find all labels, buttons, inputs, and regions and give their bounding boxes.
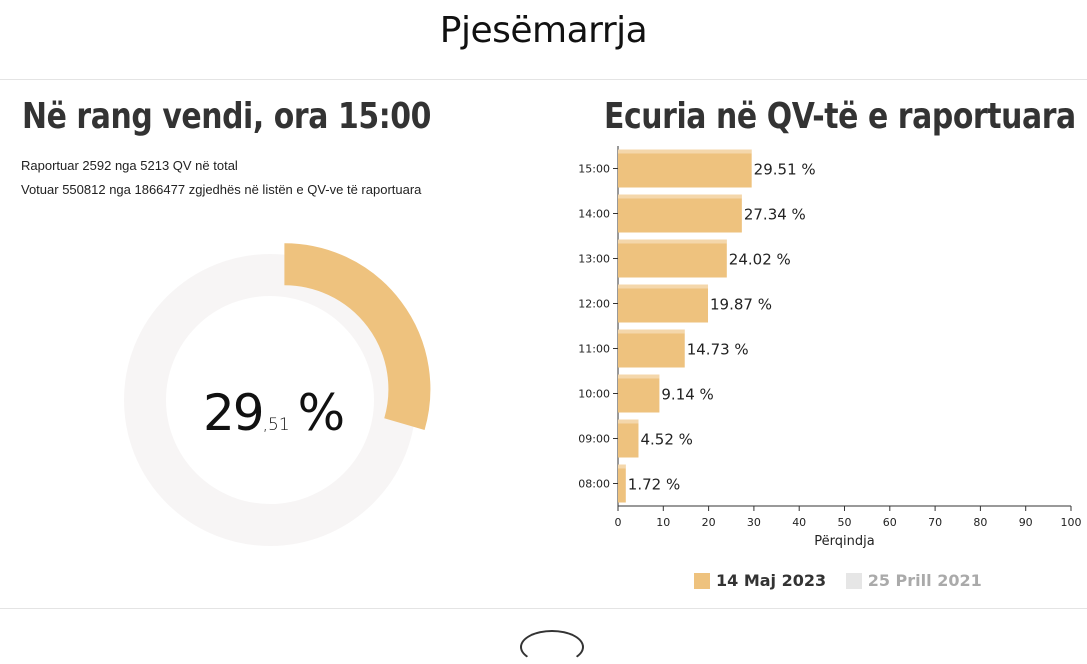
y-tick-label: 14:00 [578, 208, 610, 221]
legend-swatch-2021 [845, 572, 862, 589]
x-tick-label: 40 [792, 516, 806, 529]
bar-value-label: 24.02 % [729, 251, 791, 269]
legend-label-2021: 25 Prill 2021 [867, 571, 982, 590]
turnout-donut-chart [124, 243, 431, 546]
x-tick-label: 10 [656, 516, 670, 529]
bar-highlight [618, 194, 742, 199]
x-axis-title: Përqindja [814, 534, 874, 549]
bar-highlight [618, 464, 626, 469]
chart-legend: 14 Maj 2023 25 Prill 2021 [694, 571, 996, 593]
reported-stations-text: Raportuar 2592 nga 5213 QV në total [21, 158, 238, 173]
y-tick-label: 11:00 [578, 343, 610, 356]
turnout-integer: 29 [203, 384, 265, 442]
bar-value-label: 9.14 % [661, 386, 713, 404]
x-tick-label: 0 [615, 516, 622, 529]
bar-highlight [618, 239, 727, 244]
bar-value-label: 4.52 % [640, 431, 692, 449]
voted-electors-text: Votuar 550812 nga 1866477 zgjedhës në li… [21, 182, 422, 197]
legend-item-2023[interactable]: 14 Maj 2023 [694, 571, 826, 590]
footer-logo-partial [520, 630, 584, 664]
bottom-divider [0, 608, 1087, 609]
legend-item-2021[interactable]: 25 Prill 2021 [845, 571, 982, 590]
bar-value-label: 14.73 % [687, 341, 749, 359]
top-divider [0, 79, 1087, 80]
bar-highlight [618, 419, 639, 424]
y-tick-label: 13:00 [578, 253, 610, 266]
bar-highlight [618, 284, 709, 289]
national-heading: Në rang vendi, ora 15:00 [22, 96, 432, 137]
bar-value-label: 27.34 % [744, 206, 806, 224]
bar-value-label: 29.51 % [754, 161, 816, 179]
y-tick-label: 15:00 [578, 163, 610, 176]
x-tick-label: 50 [838, 516, 852, 529]
hourly-turnout-bar-chart: 15:00 29.51 % 14:00 27.34 % 13:00 24.02 % 12:0… [578, 146, 1082, 549]
x-tick-label: 100 [1061, 516, 1082, 529]
x-tick-label: 30 [747, 516, 761, 529]
bar [618, 329, 685, 368]
x-tick-label: 80 [973, 516, 987, 529]
turnout-decimal: ,51 [262, 415, 290, 435]
donut-fill-arc [283, 243, 431, 430]
y-tick-label: 08:00 [578, 478, 610, 491]
bar [618, 194, 742, 233]
y-tick-label: 12:00 [578, 298, 610, 311]
bar [618, 239, 727, 278]
y-tick-label: 10:00 [578, 388, 610, 401]
x-tick-label: 90 [1019, 516, 1033, 529]
bar [618, 284, 709, 323]
bar-value-label: 1.72 % [628, 476, 680, 494]
x-tick-label: 20 [702, 516, 716, 529]
x-tick-label: 60 [883, 516, 897, 529]
x-tick-label: 70 [928, 516, 942, 529]
turnout-value: 29,51% [203, 384, 345, 442]
legend-swatch-2023 [694, 572, 710, 589]
page-title: Pjesëmarrja [439, 10, 648, 51]
bar [618, 374, 660, 413]
bar [618, 149, 752, 188]
turnout-percent-sign: % [297, 384, 346, 442]
y-tick-label: 09:00 [578, 433, 610, 446]
bar-highlight [618, 374, 660, 379]
legend-label-2023: 14 Maj 2023 [716, 571, 827, 590]
bar-value-label: 19.87 % [710, 296, 772, 314]
bar-highlight [618, 149, 752, 154]
progress-heading: Ecuria në QV-të e raportuara [604, 96, 1076, 137]
bar [618, 419, 639, 458]
bar [618, 464, 626, 503]
bar-highlight [618, 329, 685, 334]
